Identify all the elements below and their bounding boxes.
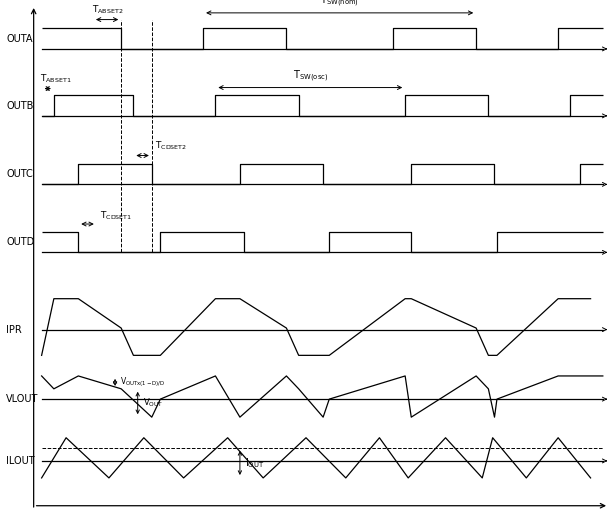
Text: OUTA: OUTA — [6, 33, 32, 44]
Text: ILOUT: ILOUT — [6, 456, 35, 466]
Text: V$_{\mathsf{OUT}}$: V$_{\mathsf{OUT}}$ — [143, 397, 163, 409]
Text: OUTD: OUTD — [6, 237, 34, 247]
Text: V$_{\mathsf{OUTx(1-D)/D}}$: V$_{\mathsf{OUTx(1-D)/D}}$ — [120, 375, 165, 389]
Text: T$_{\mathsf{ABSET2}}$: T$_{\mathsf{ABSET2}}$ — [92, 4, 124, 16]
Text: T$_{\mathsf{CDSET2}}$: T$_{\mathsf{CDSET2}}$ — [155, 140, 187, 152]
Text: I$_{\mathsf{OUT}}$: I$_{\mathsf{OUT}}$ — [245, 456, 264, 470]
Text: OUTB: OUTB — [6, 100, 34, 111]
Text: IPR: IPR — [6, 324, 22, 335]
Text: T$_{\mathsf{SW(osc)}}$: T$_{\mathsf{SW(osc)}}$ — [293, 68, 328, 84]
Text: VLOUT: VLOUT — [6, 394, 39, 404]
Text: OUTC: OUTC — [6, 169, 33, 179]
Text: T$_{\mathsf{ABSET1}}$: T$_{\mathsf{ABSET1}}$ — [40, 73, 72, 85]
Text: T$_{\mathsf{SW(nom)}}$: T$_{\mathsf{SW(nom)}}$ — [320, 0, 359, 9]
Text: T$_{\mathsf{CDSET1}}$: T$_{\mathsf{CDSET1}}$ — [100, 210, 132, 222]
